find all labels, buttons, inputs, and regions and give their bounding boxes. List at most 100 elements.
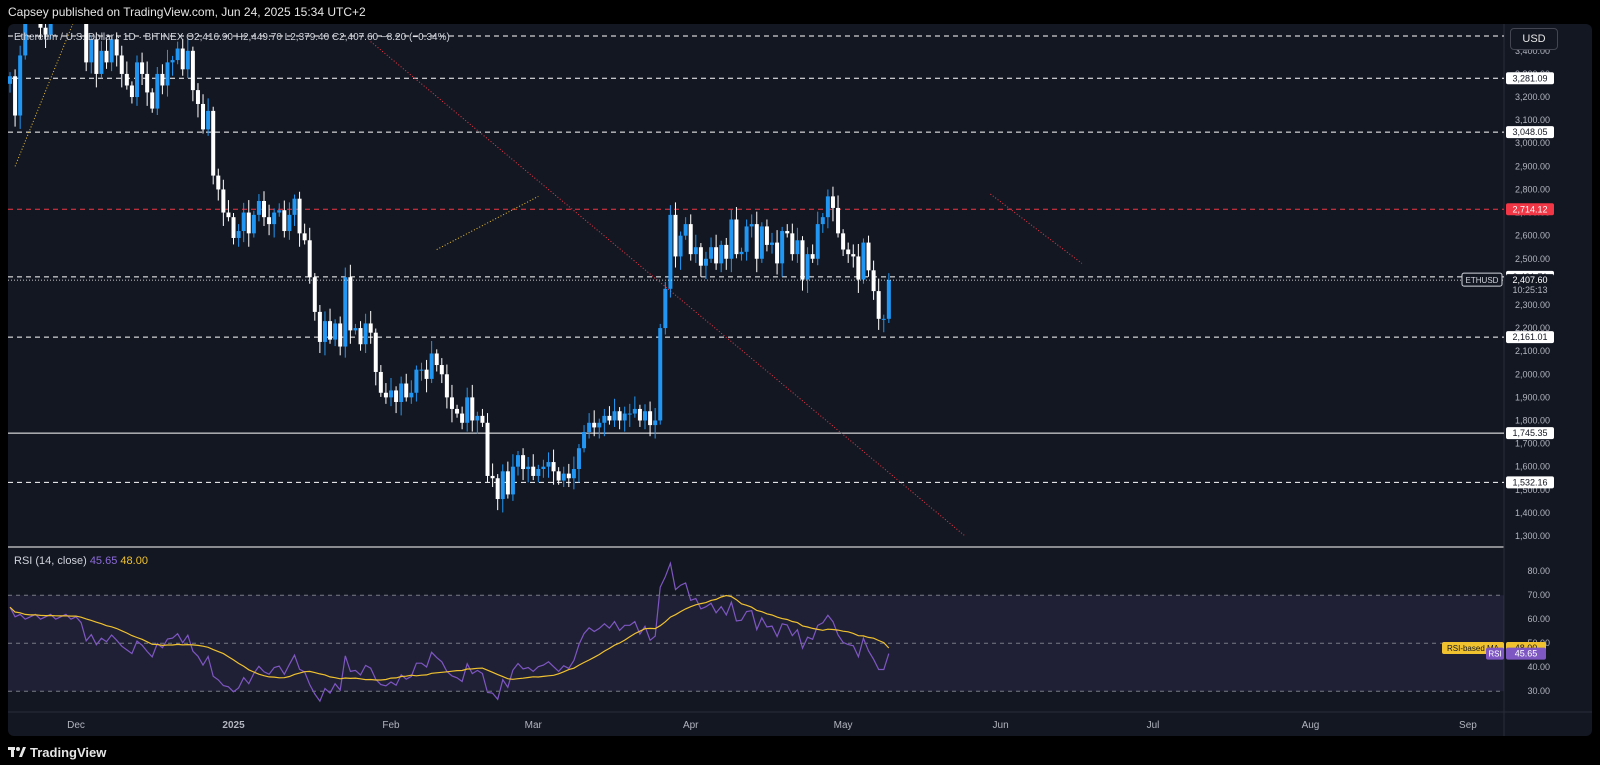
candle-body	[866, 242, 871, 271]
trendline	[370, 41, 966, 537]
candle-body	[145, 73, 150, 93]
candle-body	[658, 328, 663, 421]
level-label-box	[1506, 331, 1554, 344]
level-label-box	[1506, 126, 1554, 139]
rsi-legend: RSI (14, close) 45.65 48.00	[14, 555, 148, 567]
price-tick-label: 2,900.00	[1515, 161, 1550, 171]
price-tick-label: 2,300.00	[1515, 300, 1550, 310]
candle-body	[846, 249, 851, 255]
candle-body	[607, 415, 612, 421]
candle-body	[551, 462, 556, 472]
candle-body	[302, 233, 307, 241]
candle-body	[165, 62, 170, 86]
candle-body	[160, 73, 165, 86]
candle-body	[841, 233, 846, 250]
symbol-legend: Ethereum / U.S. Dollar · 1D · BITINEX O2…	[14, 32, 450, 43]
candle-body	[333, 323, 338, 340]
price-tick-label: 3,100.00	[1515, 115, 1550, 125]
candle-body	[764, 226, 769, 245]
candle-body	[505, 471, 510, 495]
rsi-value-box	[1506, 647, 1546, 660]
rsi-ma-legend-value: 48.00	[120, 555, 148, 567]
candle-body	[383, 392, 388, 398]
candle-body	[292, 198, 297, 215]
candle-body	[790, 233, 795, 255]
price-tick-label: 1,600.00	[1515, 462, 1550, 472]
level-label: 3,048.05	[1512, 127, 1547, 137]
candle-body	[703, 258, 708, 266]
price-tick-label: 2,800.00	[1515, 184, 1550, 194]
candle-body	[531, 466, 536, 476]
candle-body	[830, 196, 835, 208]
candle-body	[216, 175, 221, 190]
price-tick-label: 3,200.00	[1515, 92, 1550, 102]
candle-body	[541, 466, 546, 470]
candle-body	[749, 224, 754, 227]
candle-body	[373, 332, 378, 372]
candle-body	[180, 48, 185, 70]
candle-body	[861, 242, 866, 280]
tradingview-brand: TradingView	[30, 745, 107, 760]
rsi-legend-label: RSI (14, close)	[14, 555, 87, 567]
candle-body	[521, 455, 526, 470]
candle-body	[170, 60, 175, 63]
level-label-box	[1506, 72, 1554, 85]
candle-body	[526, 466, 531, 470]
price-tick-label: 1,900.00	[1515, 392, 1550, 402]
candle-body	[780, 231, 785, 264]
rsi-tick-label: 40.00	[1527, 662, 1550, 672]
top-bar: Capsey published on TradingView.com, Jun…	[0, 0, 1600, 24]
candle-body	[825, 196, 830, 218]
candle-body	[89, 39, 94, 63]
candle-body	[8, 76, 12, 84]
candle-body	[338, 323, 343, 347]
candle-body	[353, 328, 358, 331]
chart-panel[interactable]: 3,400.003,300.003,200.003,100.003,000.00…	[8, 24, 1592, 736]
candle-body	[246, 212, 251, 234]
time-tick-label: Jul	[1147, 720, 1160, 731]
trendline	[990, 193, 1083, 264]
level-label-box	[1506, 427, 1554, 440]
candle-body	[744, 226, 749, 252]
candle-body	[201, 103, 206, 130]
price-chart-svg[interactable]: 3,400.003,300.003,200.003,100.003,000.00…	[8, 24, 1592, 736]
candle-body	[627, 413, 632, 415]
last-price-box	[1506, 274, 1554, 297]
candle-body	[886, 280, 891, 319]
price-tick-label: 3,400.00	[1515, 46, 1550, 56]
candle-body	[211, 110, 216, 176]
candle-body	[815, 224, 820, 259]
candle-body	[566, 473, 571, 479]
candle-body	[871, 270, 876, 292]
candle-body	[653, 420, 658, 426]
candle-body	[414, 369, 419, 393]
rsi-tick-label: 80.00	[1527, 566, 1550, 576]
candle-body	[307, 240, 312, 278]
price-tick-label: 2,200.00	[1515, 323, 1550, 333]
candle-body	[856, 256, 861, 280]
candle-body	[561, 473, 566, 481]
price-tick-label: 2,500.00	[1515, 254, 1550, 264]
candle-body	[678, 235, 683, 257]
candle-body	[770, 242, 774, 245]
candle-body	[795, 240, 800, 255]
candle-body	[490, 475, 495, 479]
candle-body	[297, 198, 302, 234]
candle-body	[485, 422, 490, 476]
price-tick-label: 2,600.00	[1515, 231, 1550, 241]
candle-body	[587, 422, 592, 433]
candle-body	[378, 371, 383, 393]
candle-body	[429, 353, 434, 379]
candle-body	[84, 24, 89, 63]
candle-body	[785, 231, 790, 234]
candle-body	[119, 55, 124, 74]
candle-body	[256, 201, 261, 215]
candle-body	[698, 247, 703, 266]
candle-body	[262, 201, 266, 218]
level-label-box	[1506, 203, 1554, 216]
currency-button[interactable]: USD	[1510, 28, 1558, 50]
candle-body	[185, 50, 190, 70]
candle-body	[175, 48, 180, 61]
symbol-tag-box	[1461, 272, 1503, 287]
rsi-line	[9, 561, 890, 703]
